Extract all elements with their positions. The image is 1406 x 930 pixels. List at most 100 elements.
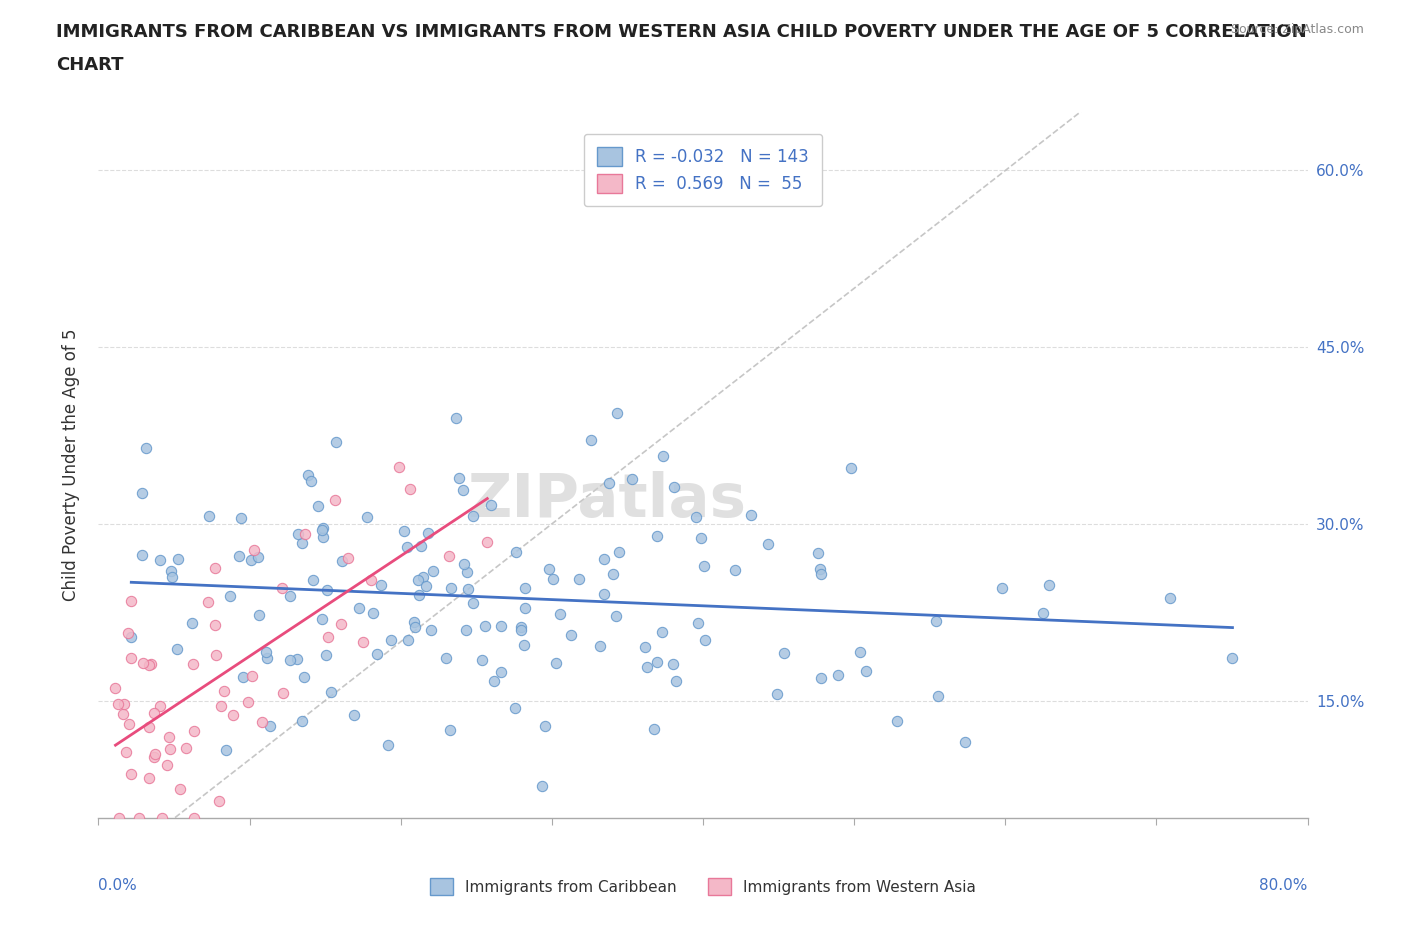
Point [292, 670, 315, 684]
Point [513, 601, 536, 616]
Point [546, 656, 568, 671]
Point [693, 632, 716, 647]
Point [927, 688, 949, 703]
Point [444, 411, 467, 426]
Point [645, 654, 668, 669]
Point [232, 670, 254, 684]
Point [104, 680, 127, 695]
Point [318, 630, 340, 644]
Point [112, 697, 135, 711]
Point [204, 647, 226, 662]
Point [287, 526, 309, 541]
Point [361, 605, 384, 620]
Point [259, 719, 281, 734]
Point [489, 664, 512, 679]
Point [323, 493, 346, 508]
Point [336, 551, 359, 565]
Point [512, 638, 534, 653]
Point [394, 524, 416, 538]
Point [955, 735, 977, 750]
Point [347, 601, 370, 616]
Point [302, 572, 325, 587]
Point [297, 467, 319, 482]
Point [343, 708, 366, 723]
Point [315, 648, 337, 663]
Point [505, 544, 527, 559]
Point [366, 646, 388, 661]
Point [439, 549, 461, 564]
Point [204, 561, 226, 576]
Point [149, 698, 172, 713]
Point [925, 614, 948, 629]
Point [138, 771, 160, 786]
Point [204, 618, 226, 632]
Point [434, 650, 457, 665]
Point [479, 498, 502, 512]
Point [108, 811, 131, 826]
Point [311, 523, 333, 538]
Point [810, 566, 832, 581]
Point [388, 460, 411, 475]
Point [810, 671, 832, 685]
Point [143, 746, 166, 761]
Point [120, 594, 142, 609]
Point [212, 684, 235, 699]
Point [456, 565, 478, 579]
Point [169, 782, 191, 797]
Point [132, 656, 155, 671]
Point [222, 708, 245, 723]
Point [167, 551, 190, 566]
Point [605, 608, 627, 623]
Point [176, 740, 198, 755]
Point [138, 658, 160, 672]
Point [239, 552, 262, 567]
Point [589, 638, 612, 653]
Point [740, 508, 762, 523]
Point [634, 640, 657, 655]
Point [404, 615, 426, 630]
Point [471, 652, 494, 667]
Point [541, 572, 564, 587]
Point [120, 766, 142, 781]
Point [219, 588, 242, 603]
Point [406, 573, 429, 588]
Point [120, 650, 142, 665]
Point [135, 441, 157, 456]
Text: 80.0%: 80.0% [1260, 879, 1308, 894]
Point [482, 673, 505, 688]
Point [513, 580, 536, 595]
Point [439, 723, 461, 737]
Point [299, 473, 322, 488]
Point [849, 644, 872, 659]
Point [416, 525, 439, 540]
Point [118, 716, 141, 731]
Point [454, 622, 477, 637]
Point [886, 714, 908, 729]
Point [461, 595, 484, 610]
Point [252, 715, 274, 730]
Point [198, 509, 221, 524]
Point [463, 509, 485, 524]
Point [149, 553, 172, 568]
Point [602, 566, 624, 581]
Text: IMMIGRANTS FROM CARIBBEAN VS IMMIGRANTS FROM WESTERN ASIA CHILD POVERTY UNDER TH: IMMIGRANTS FROM CARIBBEAN VS IMMIGRANTS … [56, 23, 1306, 41]
Point [312, 520, 335, 535]
Point [197, 595, 219, 610]
Point [1222, 651, 1244, 666]
Point [307, 498, 329, 513]
Point [240, 669, 263, 684]
Point [360, 573, 382, 588]
Point [112, 707, 135, 722]
Point [503, 701, 526, 716]
Point [215, 743, 238, 758]
Point [538, 561, 561, 576]
Point [294, 527, 316, 542]
Point [285, 652, 308, 667]
Point [291, 713, 314, 728]
Point [247, 607, 270, 622]
Point [356, 510, 378, 525]
Point [128, 811, 150, 826]
Point [548, 606, 571, 621]
Point [254, 644, 277, 659]
Text: Source: ZipAtlas.com: Source: ZipAtlas.com [1230, 23, 1364, 36]
